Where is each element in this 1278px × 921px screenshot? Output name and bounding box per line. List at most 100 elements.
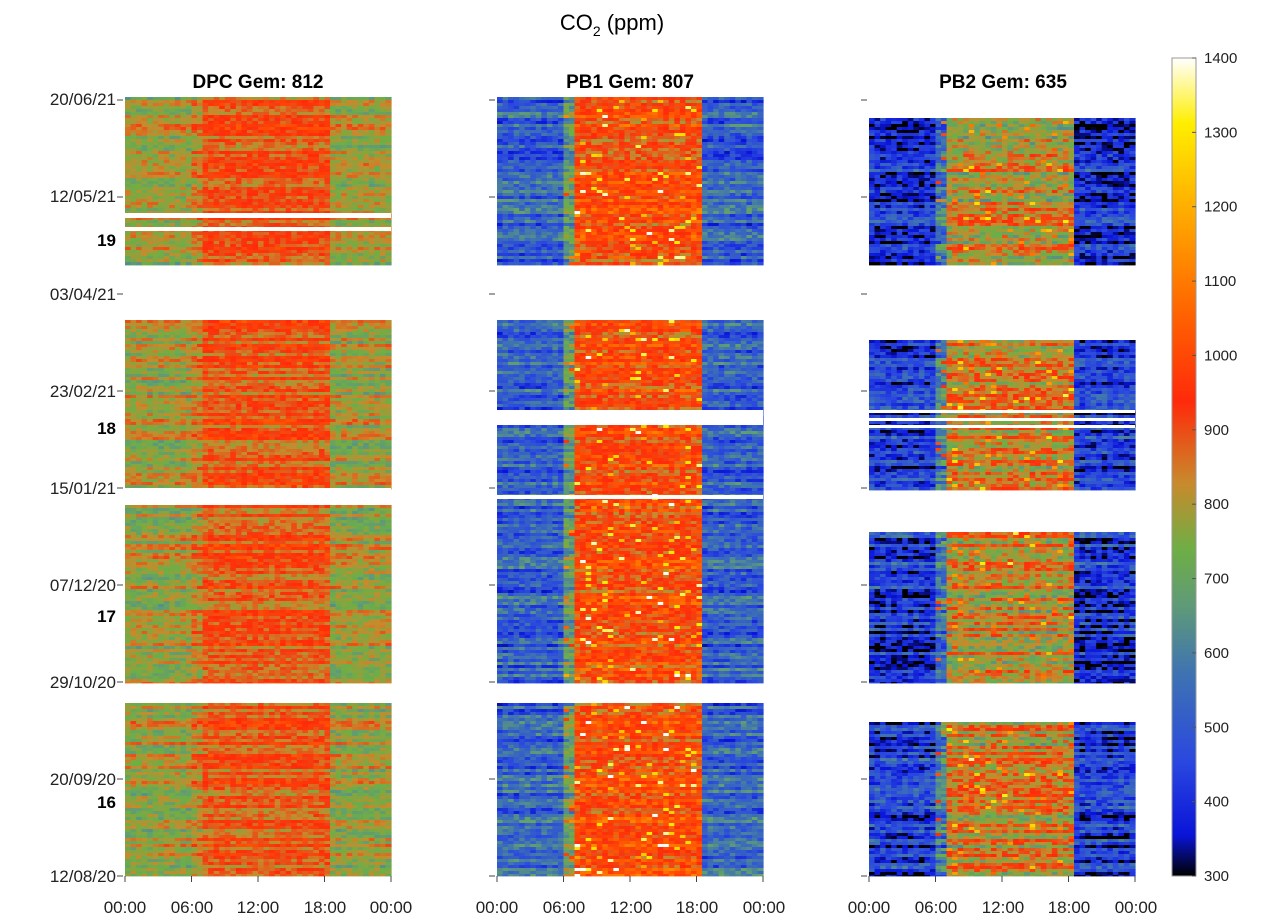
heatmap-cell [153,100,159,103]
heatmap-cell [219,106,225,109]
heatmap-cell [308,136,314,139]
heatmap-cell [164,121,170,124]
heatmap-cell [286,404,292,407]
heatmap-cell [186,100,192,103]
heatmap-cell [330,395,336,398]
heatmap-cell [352,184,358,187]
heatmap-cell [203,440,209,443]
heatmap-cell [358,389,364,392]
heatmap-cell [313,371,319,374]
heatmap-cell [347,347,353,350]
heatmap-cell [147,341,153,344]
heatmap-cell [313,262,319,265]
heatmap-cell [247,401,253,404]
heatmap-cell [369,365,375,368]
heatmap-cell [147,437,153,440]
heatmap-cell [131,130,137,133]
heatmap-cell [264,359,270,362]
heatmap-cell [175,416,181,419]
heatmap-cell [125,241,131,244]
heatmap-cell [319,338,325,341]
heatmap-cell [302,127,308,130]
heatmap-cell [125,238,131,241]
heatmap-cell [219,250,225,253]
heatmap-cell [308,193,314,196]
heatmap-cell [241,130,247,133]
heatmap-cell [347,190,353,193]
heatmap-cell [286,220,292,223]
heatmap-cell [158,136,164,139]
heatmap-cell [258,178,264,181]
heatmap-cell [330,253,336,256]
heatmap-cell [197,440,203,443]
heatmap-cell [313,395,319,398]
heatmap-cell [131,115,137,118]
heatmap-cell [363,181,369,184]
heatmap-cell [280,380,286,383]
heatmap-cell [131,374,137,377]
heatmap-cell [330,431,336,434]
heatmap-cell [219,446,225,449]
heatmap-cell [313,323,319,326]
heatmap-cell [203,247,209,250]
heatmap-cell [131,356,137,359]
heatmap-cell [286,329,292,332]
heatmap-cell [269,118,275,121]
heatmap-cell [380,335,386,338]
heatmap-cell [131,461,137,464]
heatmap-cell [169,344,175,347]
heatmap-cell [374,425,380,428]
heatmap-cell [236,139,242,142]
heatmap-cell [341,443,347,446]
heatmap-cell [347,350,353,353]
heatmap-cell [180,386,186,389]
heatmap-cell [264,208,270,211]
heatmap-cell [197,133,203,136]
heatmap-cell [180,326,186,329]
heatmap-cell [358,386,364,389]
heatmap-cell [247,413,253,416]
heatmap-cell [125,112,131,115]
heatmap-cell [258,220,264,223]
heatmap-cell [186,151,192,154]
heatmap-cell [369,431,375,434]
heatmap-cell [180,223,186,226]
heatmap-cell [241,139,247,142]
heatmap-cell [186,145,192,148]
heatmap-cell [225,253,231,256]
heatmap-cell [164,205,170,208]
heatmap-cell [258,428,264,431]
heatmap-cell [175,136,181,139]
heatmap-cell [291,326,297,329]
heatmap-cell [319,121,325,124]
heatmap-cell [264,202,270,205]
heatmap-cell [147,461,153,464]
heatmap-cell [197,401,203,404]
heatmap-cell [153,422,159,425]
heatmap-cell [374,440,380,443]
heatmap-cell [197,232,203,235]
heatmap-cell [275,196,281,199]
heatmap-cell [275,398,281,401]
heatmap-cell [153,253,159,256]
heatmap-cell [214,154,220,157]
heatmap-cell [302,196,308,199]
heatmap-cell [330,353,336,356]
heatmap-cell [175,220,181,223]
heatmap-cell [136,220,142,223]
heatmap-cell [236,425,242,428]
heatmap-cell [291,118,297,121]
heatmap-cell [247,404,253,407]
heatmap-cell [208,121,214,124]
heatmap-cell [385,205,391,208]
heatmap-cell [230,386,236,389]
heatmap-cell [380,109,386,112]
heatmap-cell [291,410,297,413]
heatmap-cell [302,455,308,458]
heatmap-cell [336,404,342,407]
heatmap-cell [330,262,336,265]
heatmap-cell [230,241,236,244]
heatmap-cell [186,347,192,350]
heatmap-cell [175,223,181,226]
heatmap-cell [158,133,164,136]
